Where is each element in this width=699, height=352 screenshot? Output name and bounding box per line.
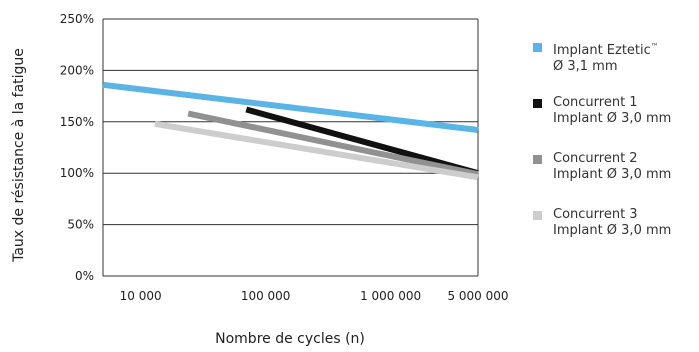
legend-label-line1: Concurrent 3 bbox=[553, 207, 638, 222]
legend-label-line1: Implant Eztetic™ bbox=[553, 42, 659, 58]
y-tick-labels: 0% 50% 100% 150% 200% 250% bbox=[60, 12, 94, 283]
x-tick-label: 10 000 bbox=[120, 289, 162, 303]
legend-item: Implant Eztetic™ Ø 3,1 mm bbox=[533, 40, 699, 96]
legend-swatch bbox=[533, 99, 542, 108]
legend-label: Implant Eztetic™ Ø 3,1 mm bbox=[553, 39, 659, 75]
legend-label: Concurrent 1 Implant Ø 3,0 mm bbox=[553, 95, 671, 127]
legend-label-line2: Implant Ø 3,0 mm bbox=[553, 167, 672, 182]
x-tick-label: 5 000 000 bbox=[447, 289, 508, 303]
legend-swatch bbox=[533, 155, 542, 164]
legend-label-line2: Implant Ø 3,0 mm bbox=[553, 223, 672, 238]
legend-item: Concurrent 2 Implant Ø 3,0 mm bbox=[533, 151, 699, 208]
legend-item: Concurrent 1 Implant Ø 3,0 mm bbox=[533, 95, 699, 152]
legend-label: Concurrent 2 Implant Ø 3,0 mm bbox=[553, 151, 671, 183]
legend-label-line2: Ø 3,1 mm bbox=[553, 59, 618, 74]
series-line-1 bbox=[102, 81, 479, 134]
series-lines bbox=[102, 81, 479, 181]
x-tick-label: 1 000 000 bbox=[360, 289, 421, 303]
y-tick-label: 100% bbox=[60, 166, 94, 180]
legend-label-line1: Concurrent 2 bbox=[553, 151, 638, 166]
y-tick-label: 200% bbox=[60, 63, 94, 77]
x-tick-labels: 10 000 100 000 1 000 000 5 000 000 bbox=[120, 289, 509, 303]
x-tick-label: 100 000 bbox=[241, 289, 291, 303]
y-tick-label: 50% bbox=[67, 218, 94, 232]
x-axis-title: Nombre de cycles (n) bbox=[215, 331, 365, 347]
grid bbox=[102, 18, 479, 277]
legend-label-line2: Implant Ø 3,0 mm bbox=[553, 111, 672, 126]
legend-swatch bbox=[533, 211, 542, 220]
legend-label: Concurrent 3 Implant Ø 3,0 mm bbox=[553, 207, 671, 239]
y-tick-label: 150% bbox=[60, 115, 94, 129]
legend: Implant Eztetic™ Ø 3,1 mm Concurrent 1 Impl… bbox=[533, 40, 699, 264]
y-tick-label: 0% bbox=[75, 269, 94, 283]
trademark-mark: ™ bbox=[650, 42, 659, 51]
series-line-4 bbox=[154, 120, 479, 181]
y-tick-label: 250% bbox=[60, 12, 94, 26]
series-line-3 bbox=[187, 110, 479, 178]
legend-item: Concurrent 3 Implant Ø 3,0 mm bbox=[533, 207, 699, 264]
legend-label-line1: Concurrent 1 bbox=[553, 95, 638, 110]
y-axis-title: Taux de résistance à la fatigue bbox=[11, 48, 27, 263]
series-line-2 bbox=[245, 106, 479, 177]
legend-swatch bbox=[533, 43, 542, 52]
